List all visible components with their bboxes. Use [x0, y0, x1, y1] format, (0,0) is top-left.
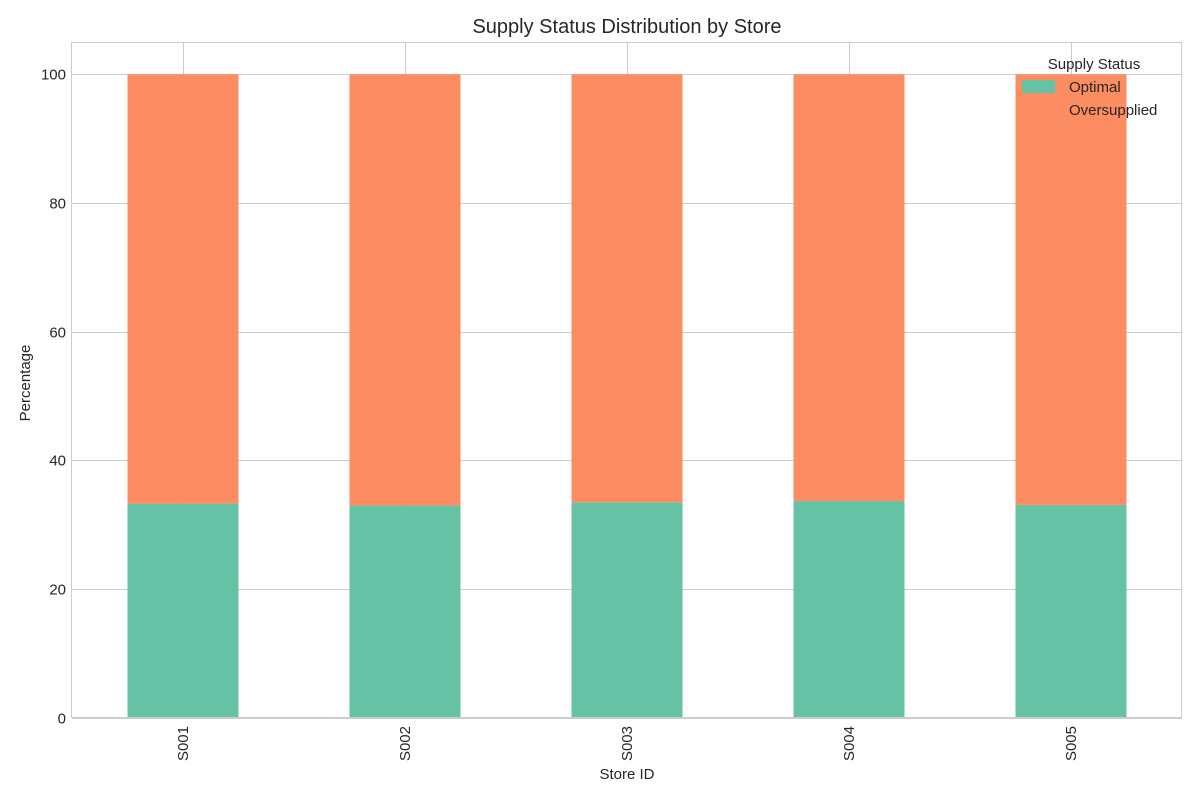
bar-oversupplied-s002: [349, 74, 461, 506]
x-tick-label: S004: [841, 726, 858, 761]
bar-oversupplied-s005: [1015, 74, 1127, 505]
y-tick-label: 40: [49, 453, 66, 470]
bar-oversupplied-s001: [127, 74, 239, 504]
x-axis-label: Store ID: [599, 766, 654, 783]
y-tick-label: 0: [58, 711, 66, 728]
legend-title: Supply Status: [1048, 56, 1141, 73]
bar-optimal-s003: [571, 502, 683, 718]
bar-optimal-s002: [349, 505, 461, 718]
x-tick-label: S005: [1063, 726, 1080, 761]
bar-oversupplied-s003: [571, 74, 683, 503]
legend: Supply Status Optimal Oversupplied: [1022, 56, 1157, 119]
legend-swatch-optimal: [1022, 80, 1055, 93]
x-tick-label: S002: [397, 726, 414, 761]
legend-items: Optimal Oversupplied: [1022, 79, 1157, 119]
y-tick-label: 80: [49, 196, 66, 213]
bars-layer: [127, 74, 1127, 718]
bar-optimal-s001: [127, 503, 239, 718]
plot-frame: [71, 42, 1182, 718]
bar-optimal-s005: [1015, 504, 1127, 718]
chart-title: Supply Status Distribution by Store: [472, 16, 781, 38]
y-tick-label: 20: [49, 582, 66, 599]
x-tick-label: S001: [175, 726, 192, 761]
bar-optimal-s004: [793, 501, 905, 718]
legend-label-optimal: Optimal: [1069, 79, 1121, 96]
y-axis-label: Percentage: [17, 345, 34, 422]
y-tick-label: 60: [49, 325, 66, 342]
legend-label-oversupplied: Oversupplied: [1069, 102, 1157, 119]
ticks-layer: 0 20 40 60 80 100 S001 S002 S003 S004 S005: [41, 67, 1080, 762]
bar-oversupplied-s004: [793, 74, 905, 502]
x-tick-label: S003: [619, 726, 636, 761]
y-tick-label: 100: [41, 67, 66, 84]
